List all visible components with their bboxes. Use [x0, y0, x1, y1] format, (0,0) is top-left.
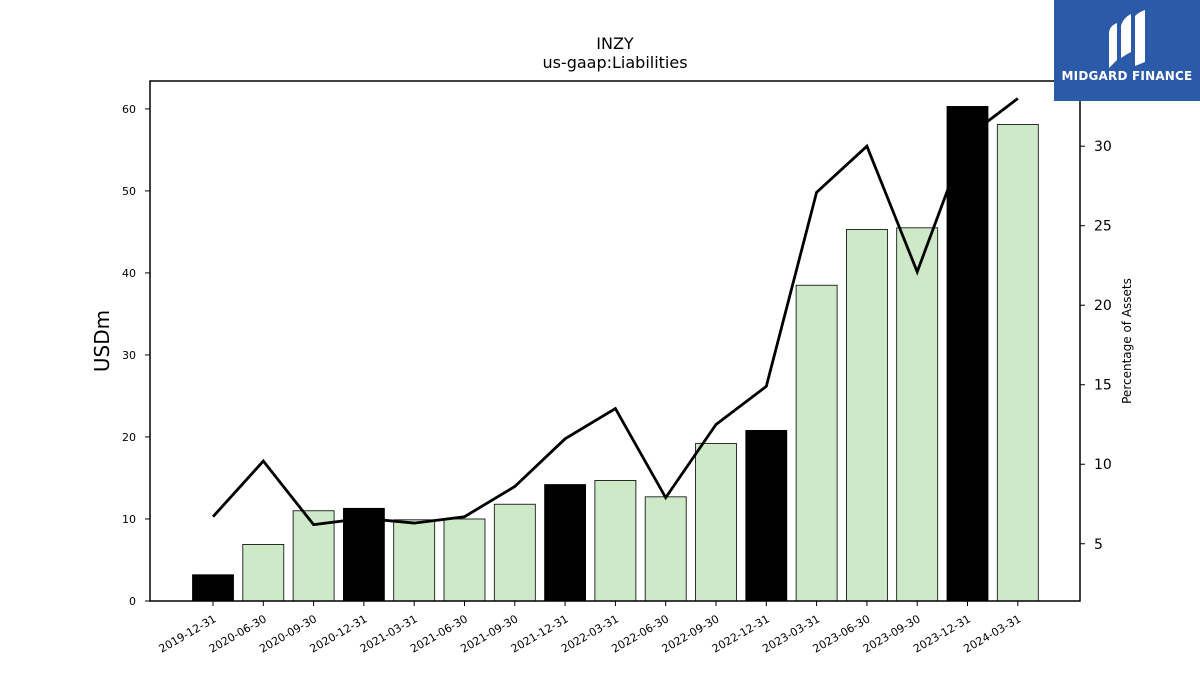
bar-2020-12-31	[342, 507, 385, 602]
y-axis-label: USDm	[90, 310, 114, 372]
bar-2020-06-30	[242, 544, 285, 602]
bar-2022-06-30	[644, 496, 687, 602]
y-tick-label: 60	[122, 103, 136, 116]
bar-2024-03-31	[996, 124, 1039, 602]
percentage-of-assets-line	[211, 97, 1019, 527]
bar-2019-12-31	[192, 574, 234, 602]
bar-2022-03-31	[594, 480, 637, 602]
y-tick-label: 40	[122, 267, 136, 280]
bar-2021-09-30	[493, 503, 536, 602]
brand-name: MIDGARD FINANCE	[1061, 69, 1193, 83]
line-group	[211, 97, 1019, 527]
bar-2021-12-31	[544, 484, 586, 602]
y-tick-label: 30	[122, 349, 136, 362]
y2-tick-label: 10	[1094, 457, 1112, 473]
y-tick-label: 10	[122, 513, 136, 526]
y2-tick-label: 20	[1094, 298, 1112, 314]
chart-title: INZY	[596, 34, 634, 53]
bar-2021-03-31	[393, 519, 436, 602]
y-tick-label: 50	[122, 185, 136, 198]
bar-2022-12-31	[745, 430, 788, 602]
y2-tick-label: 25	[1094, 219, 1112, 235]
y2-tick-label: 30	[1094, 139, 1112, 155]
bar-2023-09-30	[896, 227, 939, 602]
bar-2022-09-30	[695, 443, 737, 602]
y2-tick-label: 5	[1094, 537, 1103, 553]
x-tick-label: 2024-03-31	[961, 612, 1023, 655]
chart-subtitle: us-gaap:Liabilities	[542, 53, 687, 72]
y2-axis-label: Percentage of Assets	[1120, 278, 1134, 404]
bar-2023-06-30	[846, 229, 888, 602]
y2-tick-label: 15	[1094, 378, 1112, 394]
bar-2023-03-31	[795, 284, 838, 602]
bars-group	[192, 106, 1039, 602]
midgard-m-icon	[1109, 10, 1145, 68]
y-tick-label: 20	[122, 431, 136, 444]
y-tick-label: 0	[129, 595, 136, 608]
bar-2021-06-30	[443, 518, 486, 602]
brand-logo: MIDGARD FINANCE	[1054, 0, 1200, 101]
bar-2023-12-31	[946, 106, 989, 602]
